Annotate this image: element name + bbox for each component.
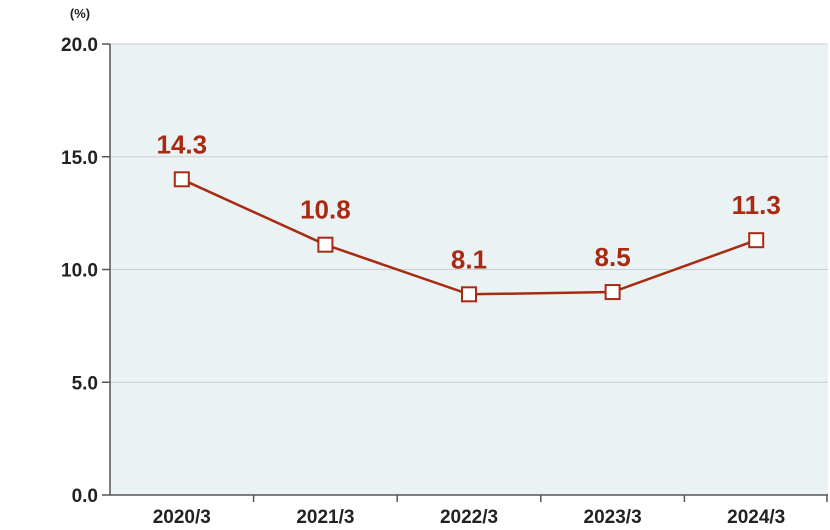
y-tick-label: 5.0 <box>72 373 98 394</box>
y-tick-label: 20.0 <box>61 35 98 56</box>
gridlines <box>110 43 828 383</box>
y-tick-label: 10.0 <box>61 261 98 282</box>
x-tick-label: 2024/3 <box>727 507 785 528</box>
y-tick-label: 0.0 <box>72 486 98 507</box>
data-markers <box>173 171 765 303</box>
axes <box>102 43 828 502</box>
data-point-marker <box>173 171 190 188</box>
x-tick-label: 2022/3 <box>440 507 498 528</box>
data-label: 8.5 <box>595 242 631 272</box>
data-label: 10.8 <box>300 195 351 225</box>
data-point-marker <box>317 236 334 253</box>
y-tick-label: 15.0 <box>61 148 98 169</box>
y-tick-labels: 0.0 5.0 10.0 15.0 20.0 <box>61 35 98 507</box>
data-point-marker <box>604 284 621 301</box>
data-point-marker <box>461 286 477 303</box>
data-label: 11.3 <box>732 190 781 220</box>
data-label: 14.3 <box>156 129 207 159</box>
x-tick-label: 2020/3 <box>153 507 211 528</box>
data-point-marker <box>748 232 765 249</box>
y-axis-unit-label: (%) <box>70 6 90 21</box>
x-tick-label: 2021/3 <box>296 507 354 528</box>
x-tick-label: 2023/3 <box>584 507 642 528</box>
data-label: 8.1 <box>451 244 487 274</box>
x-tick-labels: 2020/3 2021/3 2022/3 2023/3 2024/3 <box>153 507 786 528</box>
data-labels: 14.3 10.8 8.1 8.5 11.3 <box>156 129 780 274</box>
